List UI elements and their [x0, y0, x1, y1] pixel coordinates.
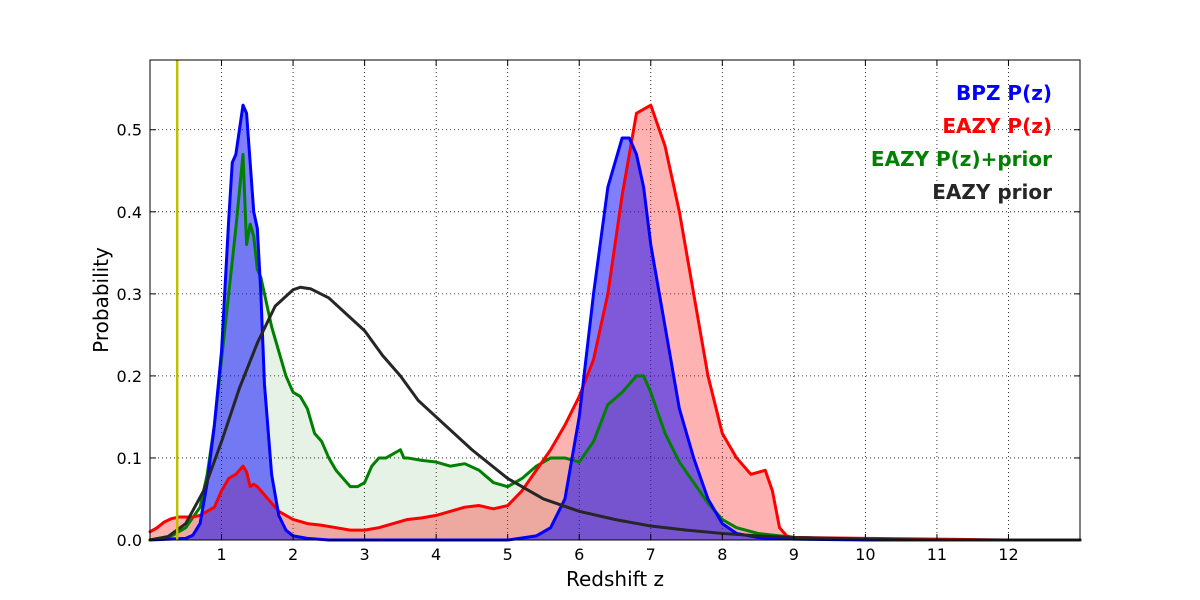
y-tick-label: 0.5: [117, 121, 142, 140]
x-tick-label: 11: [927, 545, 947, 564]
legend-label-bpz-p-z: BPZ P(z): [956, 81, 1052, 105]
x-axis-title: Redshift z: [566, 567, 664, 591]
x-tick-label: 2: [288, 545, 298, 564]
series-fills: [150, 105, 1080, 541]
series-line-eazy-p-z-prior: [148, 152, 1082, 542]
y-axis-title: Probability: [89, 247, 113, 353]
legend-label-eazy-p-z-prior: EAZY P(z)+prior: [871, 147, 1052, 171]
x-tick-label: 8: [717, 545, 727, 564]
plot-frame: [149, 59, 1081, 541]
y-tick-label: 0.3: [117, 285, 142, 304]
x-tick-label: 3: [360, 545, 370, 564]
x-tick-label: 6: [574, 545, 584, 564]
series-line-eazy-p-z: [148, 103, 1082, 542]
legend: BPZ P(z) EAZY P(z) EAZY P(z)+prior EAZY pri…: [871, 81, 1052, 204]
y-tick-label: 0.1: [117, 449, 142, 468]
series-area-bpz-p-z: [150, 105, 1080, 540]
x-tick-label: 1: [216, 545, 226, 564]
y-tick-label: 0.0: [117, 531, 142, 550]
y-tick-label: 0.2: [117, 367, 142, 386]
ticks: 1 2 3 4 5 6 7 8 9 10 11 120.00.10.20.30.40.5: [117, 60, 1080, 564]
legend-label-eazy-prior: EAZY prior: [932, 180, 1052, 204]
x-tick-label: 5: [503, 545, 513, 564]
series-line-eazy-prior: [148, 285, 1082, 542]
x-tick-label: 9: [789, 545, 799, 564]
y-tick-label: 0.4: [117, 203, 142, 222]
x-tick-label: 7: [646, 545, 656, 564]
x-tick-label: 12: [998, 545, 1018, 564]
legend-label-eazy-p-z: EAZY P(z): [942, 114, 1052, 138]
x-tick-label: 4: [431, 545, 441, 564]
x-tick-label: 10: [855, 545, 875, 564]
